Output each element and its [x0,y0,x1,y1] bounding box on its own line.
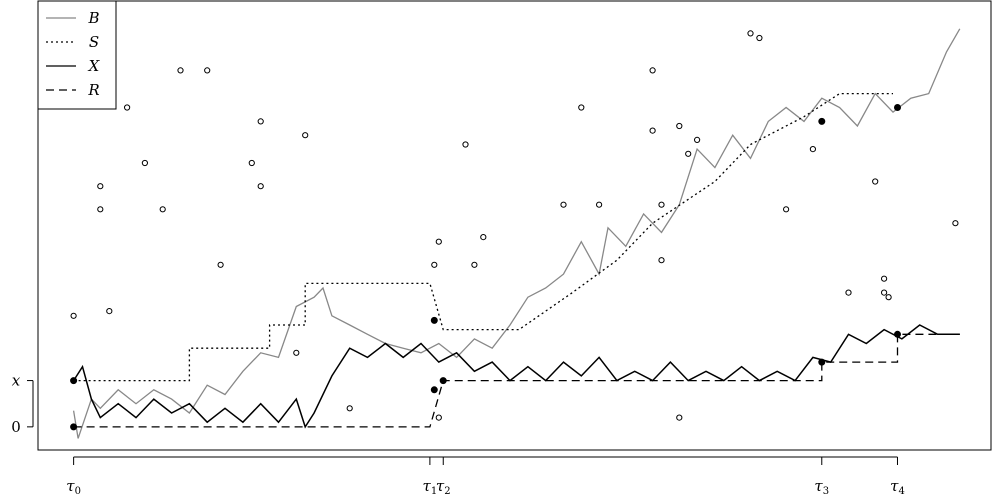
open-point-marker [676,414,683,421]
x-tick-label: τ0 [66,477,81,497]
open-point-marker [217,261,224,268]
series-line-x [72,324,960,429]
filled-point-marker [818,358,826,366]
open-point-marker [293,349,300,356]
open-point-marker [106,308,113,315]
open-point-marker [881,275,888,282]
x-tick-label: τ4 [890,477,905,497]
open-point-marker [159,206,166,213]
filled-point-marker [818,117,826,125]
open-point-marker [649,67,656,74]
open-point-marker [462,141,469,148]
series-line-r [73,333,960,428]
filled-point-marker [894,330,901,338]
open-point-marker [431,261,438,268]
open-point-marker [676,122,683,130]
open-point-marker [560,201,567,208]
open-point-marker [649,127,656,134]
open-point-marker [257,118,264,125]
open-point-marker [97,183,104,190]
open-point-marker [97,206,104,213]
y-tick-label: 0 [11,418,21,436]
open-point-marker [141,159,148,167]
series-layer [72,28,961,439]
open-point-marker [177,67,184,74]
open-point-marker [809,146,817,153]
filled-point-marker [430,386,438,394]
plot-area [37,0,992,451]
open-point-marker [471,261,478,268]
open-point-marker [204,67,211,74]
open-point-marker [694,136,701,143]
open-point-marker [747,30,754,37]
open-point-marker [596,201,603,208]
open-point-marker [658,257,665,264]
open-point-marker [302,132,309,139]
open-point-marker [435,238,442,245]
x-tick-label: τ3 [814,477,829,497]
open-point-marker [257,183,264,190]
open-point-marker [783,206,790,213]
open-point-marker [885,294,892,301]
filled-point-marker [439,377,447,385]
open-point-marker [872,178,879,185]
legend-label-r: R [87,81,99,99]
open-point-marker [952,220,959,227]
open-point-marker [346,405,353,412]
open-point-marker [845,289,852,296]
open-point-marker [124,104,131,111]
open-point-marker [685,150,692,157]
legend-box [37,0,117,110]
open-point-marker [578,104,585,111]
legend-label-b: B [87,9,99,27]
open-point-marker [248,159,255,167]
open-point-marker [658,201,665,208]
legend-label-s: S [89,33,99,51]
filled-point-marker [70,423,78,431]
plot-box [37,0,992,451]
filled-point-marker [894,104,901,111]
x-tick-label: τ2 [436,477,451,497]
filled-point-marker [430,316,438,324]
open-point-marker [881,289,888,296]
markers-layer [70,30,959,431]
filled-point-marker [70,377,78,385]
series-line-s [73,92,893,382]
y-tick-label: x [12,372,21,390]
open-point-marker [70,312,77,319]
legend-label-x: X [88,57,101,75]
open-point-marker [480,234,487,241]
open-point-marker [435,414,442,421]
series-line-b [72,28,961,439]
open-point-marker [756,34,763,42]
